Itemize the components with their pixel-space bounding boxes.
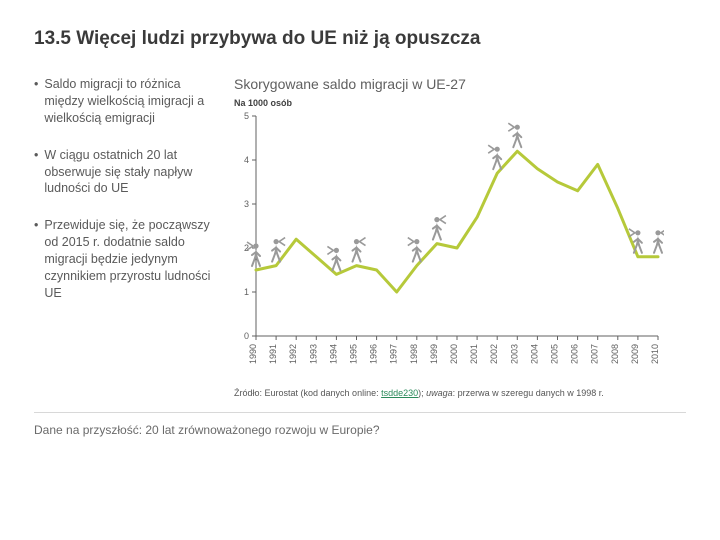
svg-text:1996: 1996 [369,344,379,364]
svg-text:3: 3 [244,199,249,209]
bullet-text: W ciągu ostatnich 20 lat obserwuje się s… [44,147,216,198]
svg-text:4: 4 [244,155,249,165]
svg-text:1998: 1998 [409,344,419,364]
source-italic: uwaga [426,388,453,398]
source-prefix: Źródło: Eurostat (kod danych online: [234,388,381,398]
source-mid: ); [418,388,426,398]
svg-text:1: 1 [244,287,249,297]
svg-text:2007: 2007 [590,344,600,364]
bullet-dot: • [34,147,38,198]
svg-text:1997: 1997 [389,344,399,364]
chart-title: Skorygowane saldo migracji w UE-27 [234,76,686,92]
page-title: 13.5 Więcej ludzi przybywa do UE niż ją … [34,28,686,50]
migration-chart: 0 1 2 3 4 5 1990 1991 1992 1993 1994 1995 1996 1997 19… [234,110,664,380]
svg-text:2002: 2002 [489,344,499,364]
svg-text:1991: 1991 [268,344,278,364]
chart-subtitle: Na 1000 osób [234,98,686,108]
svg-text:2000: 2000 [449,344,459,364]
svg-text:5: 5 [244,111,249,121]
svg-text:2009: 2009 [630,344,640,364]
chart-source: Źródło: Eurostat (kod danych online: tsd… [234,388,686,398]
bullets-column: • Saldo migracji to różnica między wielk… [34,76,234,398]
source-rest: : przerwa w szeregu danych w 1998 r. [453,388,604,398]
svg-text:2006: 2006 [570,344,580,364]
bullet-text: Saldo migracji to różnica między wielkoś… [44,76,216,127]
svg-text:2003: 2003 [509,344,519,364]
bullet-text: Przewiduje się, że począwszy od 2015 r. … [44,217,216,301]
svg-text:1992: 1992 [288,344,298,364]
chart-svg: 0 1 2 3 4 5 1990 1991 1992 1993 1994 1995 1996 1997 19… [234,110,664,380]
chart-column: Skorygowane saldo migracji w UE-27 Na 10… [234,76,686,398]
svg-text:2010: 2010 [650,344,660,364]
svg-text:1994: 1994 [328,344,338,364]
content-row: • Saldo migracji to różnica między wielk… [34,76,686,398]
svg-text:1995: 1995 [349,344,359,364]
source-link[interactable]: tsdde230 [381,388,418,398]
bullet-dot: • [34,76,38,127]
bullet-item: • W ciągu ostatnich 20 lat obserwuje się… [34,147,216,198]
bullet-item: • Saldo migracji to różnica między wielk… [34,76,216,127]
title-prefix: 13.5 [34,28,76,49]
svg-text:0: 0 [244,331,249,341]
svg-text:2008: 2008 [610,344,620,364]
svg-text:1999: 1999 [429,344,439,364]
svg-text:2004: 2004 [529,344,539,364]
svg-text:2: 2 [244,243,249,253]
footer-text: Dane na przyszłość: 20 lat zrównoważoneg… [34,423,686,437]
title-bold: Więcej ludzi przybywa do UE niż ją opusz… [76,28,480,49]
divider [34,412,686,413]
bullet-dot: • [34,217,38,301]
svg-text:1990: 1990 [248,344,258,364]
svg-text:2005: 2005 [550,344,560,364]
svg-text:1993: 1993 [308,344,318,364]
bullet-item: • Przewiduje się, że począwszy od 2015 r… [34,217,216,301]
svg-text:2001: 2001 [469,344,479,364]
